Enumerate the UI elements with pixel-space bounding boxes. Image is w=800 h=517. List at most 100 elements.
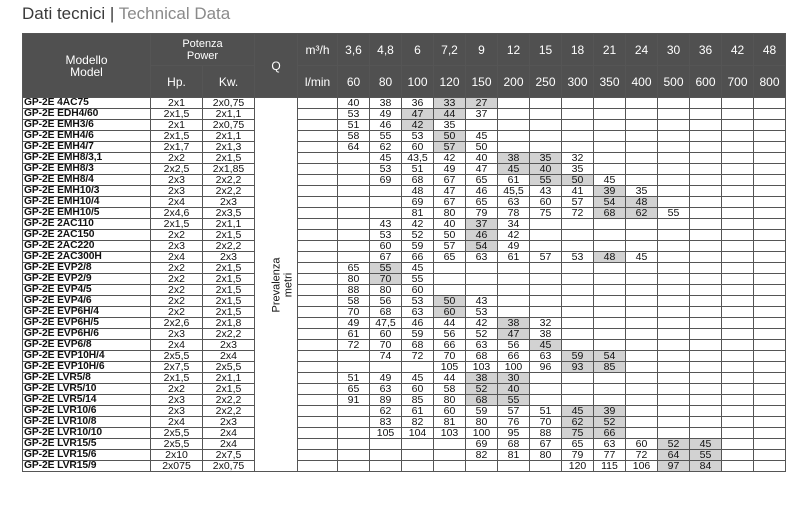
head-value-cell: 36 xyxy=(401,97,434,109)
head-value-cell xyxy=(529,108,562,120)
power-header-en: Power xyxy=(186,49,219,62)
head-value-cell xyxy=(625,141,658,153)
head-value-cell: 48 xyxy=(401,185,434,197)
kw-cell: 2x0,75 xyxy=(202,460,255,472)
head-value-cell xyxy=(721,383,754,395)
head-value-cell xyxy=(593,229,626,241)
head-value-cell xyxy=(369,449,402,461)
table-row: GP-2E LVR10/10 2x5,5 2x4 105 104 103 100 95 88 75… xyxy=(22,427,786,439)
model-cell: GP-2E 2AC300H xyxy=(22,251,151,263)
hp-cell: 2x3 xyxy=(150,174,203,186)
head-value-cell xyxy=(561,273,594,285)
spacer-cell xyxy=(297,438,338,450)
head-value-cell xyxy=(689,328,722,340)
head-value-cell: 72 xyxy=(401,350,434,362)
head-value-cell xyxy=(625,361,658,373)
head-value-cell xyxy=(433,449,466,461)
kw-cell: 2x1,8 xyxy=(202,317,255,329)
flow-m3h-header: 30 xyxy=(657,33,690,66)
head-value-cell: 63 xyxy=(593,438,626,450)
head-value-cell xyxy=(753,361,786,373)
head-value-cell: 60 xyxy=(401,284,434,296)
spacer-cell xyxy=(297,328,338,340)
flow-lmin-header: 350 xyxy=(593,65,626,98)
head-value-cell xyxy=(625,229,658,241)
head-value-cell: 39 xyxy=(593,405,626,417)
head-value-cell: 64 xyxy=(657,449,690,461)
head-value-cell xyxy=(337,438,370,450)
head-value-cell: 55 xyxy=(369,262,402,274)
head-value-cell xyxy=(625,152,658,164)
table-row: GP-2E EMH4/7 2x1,7 2x1,3 64 62 60 57 50 xyxy=(22,141,786,153)
head-value-cell xyxy=(593,240,626,252)
head-value-cell xyxy=(529,372,562,384)
model-cell: GP-2E LVR5/10 xyxy=(22,383,151,395)
head-value-cell xyxy=(721,141,754,153)
head-value-cell: 48 xyxy=(593,251,626,263)
head-value-cell xyxy=(625,119,658,131)
head-value-cell xyxy=(625,317,658,329)
head-value-cell xyxy=(497,284,530,296)
head-value-cell: 66 xyxy=(593,427,626,439)
head-value-cell xyxy=(625,163,658,175)
head-value-cell xyxy=(625,174,658,186)
spacer-cell xyxy=(297,427,338,439)
head-value-cell xyxy=(657,317,690,329)
head-value-cell xyxy=(337,350,370,362)
head-value-cell xyxy=(497,262,530,274)
head-value-cell xyxy=(657,405,690,417)
model-cell: GP-2E EVP2/9 xyxy=(22,273,151,285)
head-value-cell xyxy=(753,427,786,439)
flow-lmin-header: 60 xyxy=(337,65,370,98)
head-value-cell: 45 xyxy=(529,339,562,351)
table-row: GP-2E EVP4/6 2x2 2x1,5 58 56 53 50 43 xyxy=(22,295,786,307)
head-value-cell xyxy=(689,273,722,285)
kw-cell: 2x1,5 xyxy=(202,262,255,274)
head-value-cell xyxy=(657,108,690,120)
table-row: GP-2E EMH8/4 2x3 2x2,2 69 68 67 65 61 55 50 45 xyxy=(22,174,786,186)
hp-cell: 2x5,5 xyxy=(150,350,203,362)
head-value-cell: 70 xyxy=(529,416,562,428)
head-value-cell xyxy=(337,449,370,461)
hp-cell: 2x2 xyxy=(150,152,203,164)
head-value-cell: 53 xyxy=(561,251,594,263)
head-value-cell: 80 xyxy=(465,416,498,428)
table-row: GP-2E EMH10/3 2x3 2x2,2 48 47 46 45,5 43 41 39 35 xyxy=(22,185,786,197)
model-cell: GP-2E EVP2/8 xyxy=(22,262,151,274)
head-value-cell xyxy=(657,328,690,340)
head-value-cell xyxy=(401,449,434,461)
head-value-cell xyxy=(465,119,498,131)
technical-data-table: Modello Model Potenza Power Q m³/h 3,6 4,… xyxy=(22,33,786,472)
model-cell: GP-2E LVR10/6 xyxy=(22,405,151,417)
model-cell: GP-2E EMH8/3,1 xyxy=(22,152,151,164)
head-value-cell: 49 xyxy=(337,317,370,329)
head-value-cell: 42 xyxy=(433,152,466,164)
head-value-cell xyxy=(465,284,498,296)
flow-lmin-header: 300 xyxy=(561,65,594,98)
spacer-cell xyxy=(297,174,338,186)
head-value-cell xyxy=(625,372,658,384)
head-value-cell xyxy=(753,273,786,285)
head-value-cell: 59 xyxy=(401,240,434,252)
head-value-cell xyxy=(753,284,786,296)
head-value-cell xyxy=(753,262,786,274)
head-value-cell xyxy=(721,284,754,296)
kw-cell: 2x1,3 xyxy=(202,141,255,153)
head-value-cell xyxy=(529,284,562,296)
head-value-cell xyxy=(593,317,626,329)
head-value-cell: 45 xyxy=(689,438,722,450)
head-value-cell: 45 xyxy=(401,262,434,274)
head-value-cell xyxy=(593,383,626,395)
kw-cell: 2x3 xyxy=(202,196,255,208)
head-value-cell: 42 xyxy=(497,229,530,241)
prevalenza-label-it: Prevalenza xyxy=(270,256,283,313)
head-value-cell xyxy=(689,306,722,318)
head-value-cell xyxy=(753,218,786,230)
head-value-cell xyxy=(721,185,754,197)
head-value-cell: 44 xyxy=(433,317,466,329)
head-value-cell: 106 xyxy=(625,460,658,472)
hp-cell: 2x4 xyxy=(150,251,203,263)
head-value-cell: 46 xyxy=(465,229,498,241)
head-value-cell xyxy=(721,108,754,120)
head-value-cell: 51 xyxy=(337,372,370,384)
